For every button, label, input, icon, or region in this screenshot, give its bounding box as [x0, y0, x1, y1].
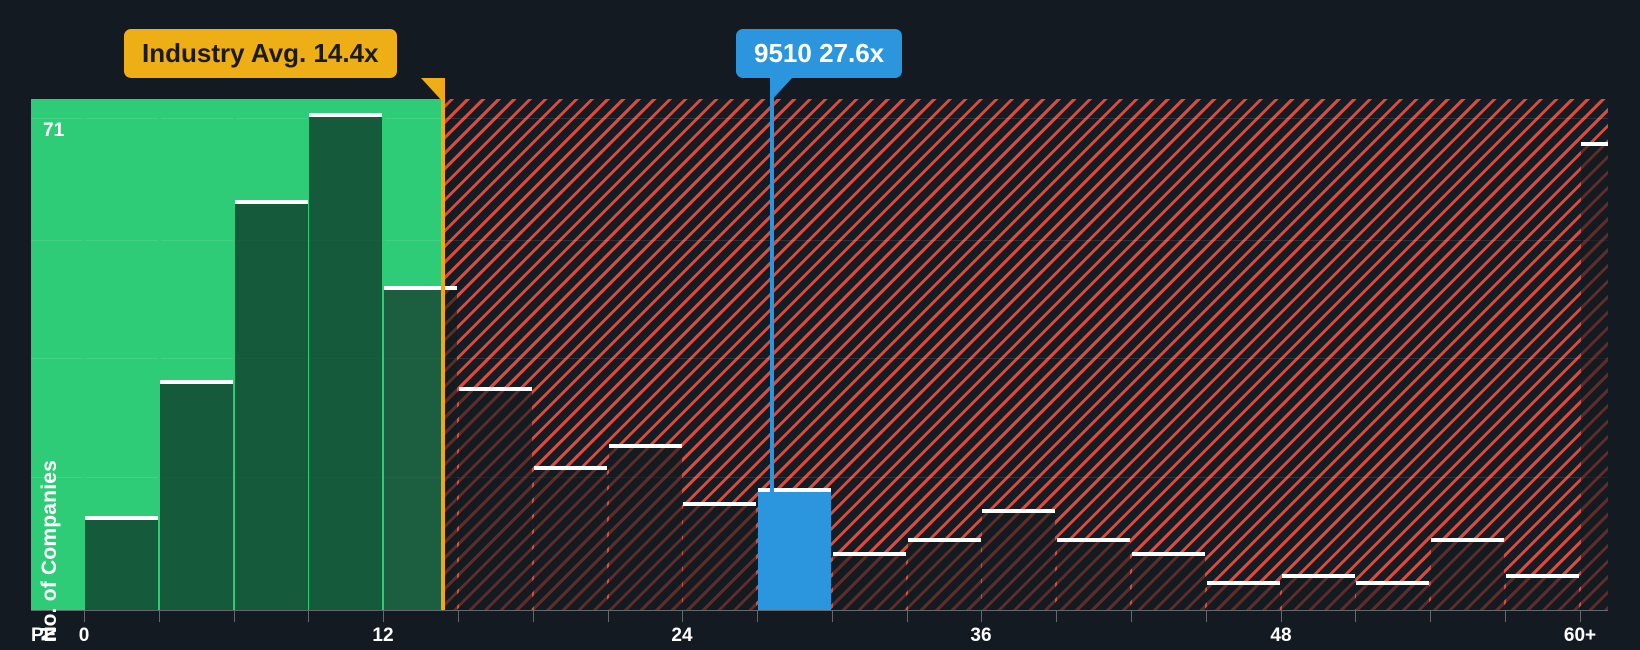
- histogram-bar[interactable]: [609, 444, 682, 610]
- x-axis-tick-label: 0: [78, 625, 90, 646]
- x-axis-tick: [84, 611, 85, 622]
- x-axis-title: PE: [31, 625, 57, 646]
- histogram-bar[interactable]: [1132, 552, 1205, 610]
- x-axis-tick: [308, 611, 309, 622]
- x-axis-tick: [1355, 611, 1356, 622]
- histogram-bar[interactable]: [384, 286, 457, 610]
- x-axis-tick: [1430, 611, 1431, 622]
- x-axis-tick: [1206, 611, 1207, 622]
- x-axis-tick: [458, 611, 459, 622]
- histogram-bar[interactable]: [758, 488, 831, 610]
- y-axis-label: No. of Companies: [38, 460, 61, 642]
- x-axis-tick-label: 60+: [1563, 625, 1597, 646]
- histogram-bar[interactable]: [1431, 538, 1504, 610]
- bar-separator: [83, 99, 86, 610]
- histogram-bar[interactable]: [309, 113, 382, 610]
- x-axis-tick: [608, 611, 609, 622]
- x-axis-tick: [907, 611, 908, 622]
- gridline: [31, 240, 1608, 241]
- x-axis-line: [31, 610, 1608, 611]
- gridline: [31, 118, 1608, 119]
- x-axis-tick: [1505, 611, 1506, 622]
- x-axis-tick-label: 36: [970, 625, 992, 646]
- company-marker-line: [770, 74, 775, 610]
- histogram-bar[interactable]: [1356, 581, 1429, 610]
- y-axis-max-value: 71: [43, 120, 65, 141]
- x-axis-tick: [383, 611, 384, 622]
- histogram-bar[interactable]: [1057, 538, 1130, 610]
- x-axis-tick-label: 24: [671, 625, 693, 646]
- x-axis-tick-label: 12: [372, 625, 394, 646]
- histogram-bar[interactable]: [982, 509, 1055, 610]
- industry-average-callout-tail: [420, 78, 443, 102]
- histogram-bar[interactable]: [683, 502, 756, 610]
- company-marker-label: 9510 27.6x: [754, 38, 885, 68]
- x-axis-tick: [234, 611, 235, 622]
- x-axis-tick: [832, 611, 833, 622]
- bar-separator: [382, 99, 385, 610]
- histogram-bar[interactable]: [235, 200, 308, 610]
- industry-average-line: [440, 78, 445, 610]
- x-axis-tick: [981, 611, 982, 622]
- bar-separator: [233, 99, 236, 610]
- histogram-bar[interactable]: [534, 466, 607, 610]
- histogram-bar[interactable]: [908, 538, 981, 610]
- x-axis-tick: [1580, 611, 1581, 622]
- x-axis-tick: [159, 611, 160, 622]
- histogram-bar[interactable]: [85, 516, 158, 610]
- histogram-bar[interactable]: [1581, 142, 1608, 610]
- histogram-bar[interactable]: [1282, 574, 1355, 610]
- histogram-bar[interactable]: [160, 380, 233, 610]
- gridline: [31, 358, 1608, 359]
- histogram-bar[interactable]: [459, 387, 532, 610]
- histogram-bar[interactable]: [833, 552, 906, 610]
- x-axis-tick: [1056, 611, 1057, 622]
- histogram-bar[interactable]: [1207, 581, 1280, 610]
- industry-average-label: Industry Avg. 14.4x: [142, 38, 379, 68]
- company-marker-callout-tail: [770, 78, 793, 102]
- x-axis-tick: [533, 611, 534, 622]
- x-axis-tick: [1131, 611, 1132, 622]
- industry-average-callout[interactable]: Industry Avg. 14.4x: [124, 29, 397, 78]
- histogram-bar[interactable]: [1506, 574, 1579, 610]
- plot-area: [31, 99, 1608, 610]
- x-axis-tick: [757, 611, 758, 622]
- x-axis-tick-label: 48: [1270, 625, 1292, 646]
- company-marker-callout[interactable]: 9510 27.6x: [736, 29, 903, 78]
- x-axis-tick: [682, 611, 683, 622]
- gridline: [31, 477, 1608, 478]
- bar-separator: [307, 99, 310, 610]
- x-axis-tick: [1281, 611, 1282, 622]
- bar-separator: [158, 99, 161, 610]
